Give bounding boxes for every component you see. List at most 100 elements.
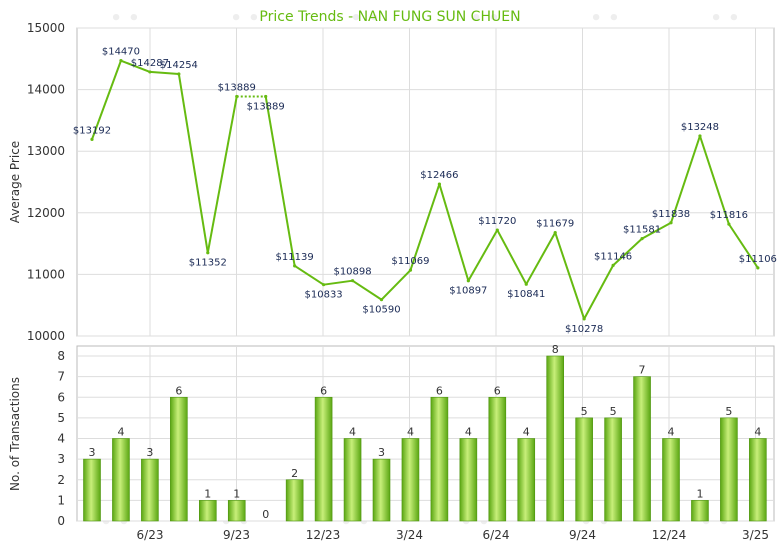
price-point-label: $11679 [536,219,574,230]
price-point-label: $10590 [362,305,400,316]
x-tick-label: 9/23 [223,528,250,542]
transaction-bar-label: 5 [610,405,617,418]
price-point [669,221,673,225]
transactions-y-axis-title: No. of Transactions [8,377,22,491]
price-point-label: $13889 [218,82,256,93]
transaction-bar-label: 4 [407,426,414,439]
transaction-bar-label: 5 [581,405,588,418]
price-point [148,70,152,74]
price-point [466,279,470,283]
transaction-bar-label: 1 [233,487,240,500]
transactions-bars [83,355,767,522]
transaction-bar-label: 4 [117,426,124,439]
transactions-y-tick-label: 2 [57,473,65,487]
transactions-bar-labels: 3 4 3 6 1 1 0 2 6 4 3 4 6 4 6 4 8 5 5 7 4 1 5 4 [89,343,762,521]
price-point-label: $10278 [565,324,603,335]
transaction-bar [604,417,622,522]
transaction-bar [720,417,738,522]
transaction-bar [517,438,536,522]
transaction-bar [372,458,391,522]
transaction-bar [170,396,188,522]
transactions-y-tick-label: 1 [57,493,65,507]
transactions-y-tick-label: 4 [57,432,65,446]
price-point-label: $11816 [710,210,748,221]
transaction-bar-label: 4 [349,426,356,439]
transaction-bar [401,438,420,522]
price-point-label: $11352 [189,258,227,269]
price-y-axis-title: Average Price [8,141,22,223]
price-line-segment [525,232,557,285]
chart-title: Price Trends - NAN FUNG SUN CHUEN [259,9,520,25]
transaction-bar-label: 1 [204,487,211,500]
price-point-label: $11720 [478,216,516,227]
watermark-mark: • • [110,8,139,29]
transaction-bar-label: 3 [146,446,153,459]
x-tick-label: 12/24 [652,528,687,542]
transaction-bar-label: 4 [523,426,530,439]
price-point-label: $14287 [131,58,169,69]
transaction-bar-label: 3 [378,446,385,459]
x-tick-label: 3/25 [742,528,769,542]
price-grid [77,27,774,337]
price-point-label: $12466 [420,170,458,181]
price-point [235,94,239,99]
price-plot-area [76,27,775,337]
transactions-y-ticks: 0 1 2 3 4 5 6 7 8 [57,349,65,528]
price-point-label: $13248 [681,122,719,133]
transaction-bar-label: 3 [89,446,96,459]
transactions-y-tick-label: 0 [57,514,65,528]
price-line-segment [206,96,238,253]
transaction-bar-label: 5 [725,405,732,418]
transaction-bar-label: 4 [754,426,761,439]
price-point [293,264,297,268]
price-point [206,251,210,255]
transactions-y-tick-label: 8 [57,349,65,363]
price-point [582,317,586,321]
transaction-bar-label: 6 [494,384,501,397]
transaction-bar-label: 2 [291,467,298,480]
price-line-segment [670,135,701,224]
price-y-tick-label: 15000 [27,21,65,35]
transaction-bar-label: 4 [465,426,472,439]
transaction-bar [141,458,159,522]
price-point [495,228,499,232]
price-point-label: $11581 [623,225,661,236]
transaction-bar [488,396,507,522]
transactions-y-tick-label: 6 [57,390,65,404]
price-line-segment [438,183,470,282]
transaction-bar [112,438,130,522]
price-point-labels: $13192 $14470$14287$14254 $11352 $13889 $138… [73,47,777,335]
transactions-y-tick-label: 5 [57,411,65,425]
transaction-bar [546,355,565,522]
price-line-segment [380,269,412,301]
price-point [264,94,268,99]
price-y-tick-label: 11000 [27,267,65,281]
transaction-bar-label: 4 [668,426,675,439]
watermark-mark: • • [230,8,259,29]
price-point [727,222,731,226]
price-point-label: $11146 [594,251,632,262]
price-point [640,237,644,241]
price-y-tick-label: 10000 [27,329,65,343]
x-tick-label: 3/24 [396,528,423,542]
transaction-bar-label: 8 [552,343,559,356]
transaction-bar [343,438,362,522]
price-line-segment [496,229,528,285]
price-point-label: $10841 [507,289,545,300]
x-tick-label: 12/23 [306,528,341,542]
price-point [322,283,326,287]
x-tick-label: 6/24 [483,528,510,542]
price-line-segment [323,279,353,286]
transaction-bar [430,396,449,522]
price-y-tick-label: 12000 [27,206,65,220]
transaction-bar-label: 7 [639,364,646,377]
price-point [177,72,181,76]
price-line-segment [294,264,325,286]
price-line-segment [467,229,499,282]
transaction-bar-label: 1 [696,487,703,500]
price-point [756,266,760,270]
x-axis-ticks: 6/23 9/23 12/23 3/24 6/24 9/24 12/24 3/25 [137,528,769,542]
x-tick-label: 6/23 [137,528,164,542]
price-line-segment [583,264,614,320]
transaction-bar [749,438,767,522]
